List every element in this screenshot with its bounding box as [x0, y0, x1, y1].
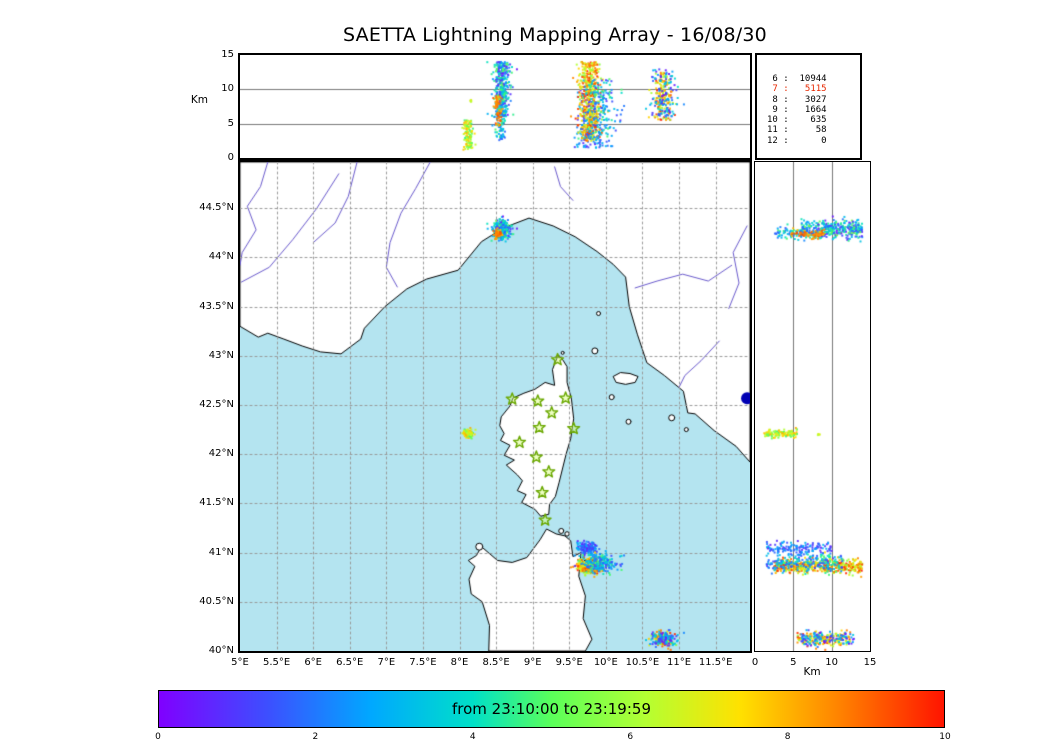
colorbar-tick-label: 0 — [155, 732, 161, 742]
map-panel — [238, 160, 752, 653]
lon-tick-label: 5°E — [231, 657, 249, 668]
station-counts-panel: 6 : 10944 7 : 5115 8 : 3027 9 : 1664 10 :… — [755, 53, 862, 160]
lon-tick-label: 8.5°E — [482, 657, 510, 668]
altitude-tick-label: 5 — [227, 117, 234, 129]
lon-tick-label: 7°E — [377, 657, 396, 668]
lon-tick-label: 5.5°E — [262, 657, 291, 668]
lat-tick-label: 44.5°N — [199, 202, 234, 214]
lon-tick-label: 7.5°E — [409, 657, 437, 668]
altitude-longitude-panel — [238, 53, 752, 160]
lon-tick-label: 9°E — [523, 657, 542, 668]
lat-tick-label: 43°N — [208, 349, 234, 361]
colorbar-tick-label: 10 — [939, 732, 951, 742]
map-canvas — [240, 162, 750, 651]
lon-tick-label: 11°E — [666, 657, 692, 668]
lon-tick-label: 6.5°E — [336, 657, 364, 668]
station-count-row: 10 : 635 — [767, 115, 827, 126]
right-altitude-tick-label: 0 — [751, 657, 759, 668]
lat-tick-label: 41°N — [208, 546, 234, 558]
altitude-tick-label: 15 — [221, 49, 234, 60]
station-count-row: 12 : 0 — [767, 135, 827, 146]
station-counts-list: 6 : 10944 7 : 5115 8 : 3027 9 : 1664 10 :… — [757, 55, 860, 146]
lat-tick-label: 40.5°N — [199, 595, 234, 607]
station-count-row: 9 : 1664 — [767, 104, 827, 115]
right-altitude-tick-label: 15 — [863, 657, 877, 668]
lat-tick-label: 44°N — [208, 251, 234, 263]
colorbar-tick-label: 8 — [784, 732, 791, 742]
lon-tick-label: 9.5°E — [555, 657, 583, 668]
time-colorbar: from 23:10:00 to 23:19:59 — [158, 690, 945, 728]
station-count-row: 8 : 3027 — [767, 94, 827, 105]
altitude-tick-label: 0 — [227, 152, 234, 163]
altitude-latitude-canvas — [755, 162, 870, 651]
lat-tick-label: 41.5°N — [199, 497, 234, 509]
colorbar-tick-label: 2 — [312, 732, 319, 742]
right-altitude-axis-label: Km — [803, 666, 821, 678]
lon-tick-label: 6°E — [304, 657, 322, 668]
right-altitude-tick-label: 10 — [825, 657, 839, 668]
station-count-row: 7 : 5115 — [767, 84, 827, 95]
lon-tick-label: 10.5°E — [625, 657, 660, 668]
colorbar-tick-label: 6 — [627, 732, 634, 742]
lon-tick-label: 10°E — [593, 657, 618, 668]
lat-tick-label: 40°N — [208, 645, 234, 656]
altitude-longitude-canvas — [240, 55, 750, 158]
page-title: SAETTA Lightning Mapping Array - 16/08/3… — [343, 24, 767, 46]
altitude-axis-label: Km — [190, 94, 208, 106]
colorbar-tick-label: 4 — [469, 732, 476, 742]
colorbar-label: from 23:10:00 to 23:19:59 — [451, 700, 651, 718]
lon-tick-label: 11.5°E — [698, 657, 733, 668]
station-count-row: 6 : 10944 — [767, 74, 827, 84]
altitude-latitude-panel — [754, 161, 871, 652]
lat-tick-label: 42.5°N — [199, 399, 234, 411]
right-altitude-tick-label: 5 — [790, 657, 797, 668]
lat-tick-label: 42°N — [208, 448, 234, 460]
lon-tick-label: 8°E — [450, 657, 469, 668]
station-count-row: 11 : 58 — [767, 125, 827, 136]
altitude-tick-label: 10 — [221, 83, 234, 95]
lat-tick-label: 43.5°N — [199, 300, 234, 312]
